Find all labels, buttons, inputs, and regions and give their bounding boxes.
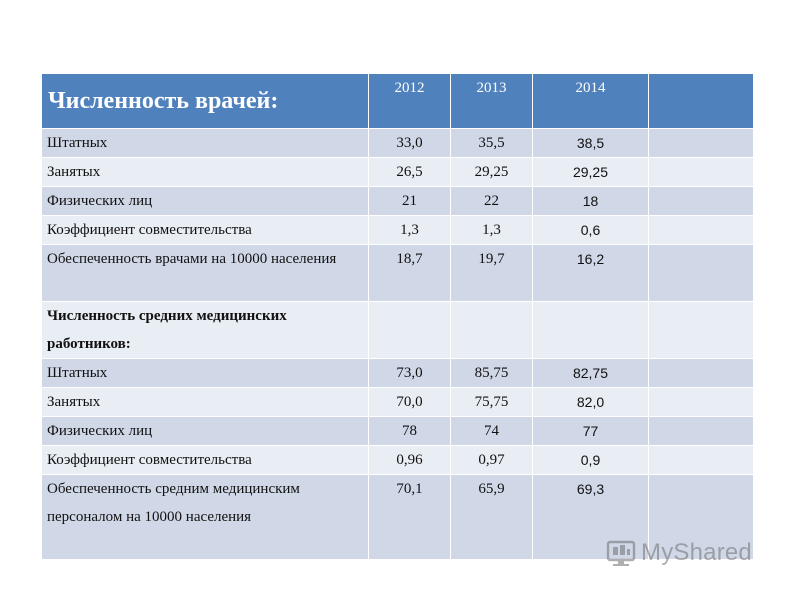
value-2013: 1,3 [450,215,533,245]
myshared-watermark: MyShared [606,536,752,570]
row-label: Обеспеченность врачами на 10000 населени… [41,244,369,302]
year-header-2012: 2012 [368,73,451,129]
value-2014: 29,25 [532,157,649,187]
value-2013 [450,301,533,359]
table-row: Штатных 73,0 85,75 82,75 [41,358,754,388]
empty-cell [648,416,754,446]
value-2012 [368,301,451,359]
value-2014: 18 [532,186,649,216]
empty-cell [648,358,754,388]
value-2014: 77 [532,416,649,446]
empty-header-cell [648,73,754,129]
statistics-table: Численность врачей: 2012 2013 2014 Штатн… [41,73,754,560]
value-2014: 82,75 [532,358,649,388]
row-label: Занятых [41,387,369,417]
table-header-row: Численность врачей: 2012 2013 2014 [41,73,754,129]
value-2014: 82,0 [532,387,649,417]
value-2014: 0,9 [532,445,649,475]
table-row: Физических лиц 21 22 18 [41,186,754,216]
value-2012: 33,0 [368,128,451,158]
value-2014 [532,301,649,359]
year-header-2013: 2013 [450,73,533,129]
value-2013: 35,5 [450,128,533,158]
value-2012: 18,7 [368,244,451,302]
table-row: Штатных 33,0 35,5 38,5 [41,128,754,158]
value-2013: 29,25 [450,157,533,187]
value-2013: 74 [450,416,533,446]
empty-cell [648,474,754,560]
value-2013: 85,75 [450,358,533,388]
section-header-row: Численность средних медицинских работник… [41,301,754,359]
value-2012: 73,0 [368,358,451,388]
row-label: Занятых [41,157,369,187]
value-2013: 0,97 [450,445,533,475]
row-label: Физических лиц [41,186,369,216]
myshared-logo-icon [606,540,636,566]
empty-cell [648,301,754,359]
value-2013: 22 [450,186,533,216]
value-2012: 26,5 [368,157,451,187]
empty-cell [648,215,754,245]
empty-cell [648,128,754,158]
row-label: Штатных [41,128,369,158]
empty-cell [648,157,754,187]
value-2012: 1,3 [368,215,451,245]
value-2012: 78 [368,416,451,446]
table-row: Коэффициент совместительства 0,96 0,97 0… [41,445,754,475]
row-label: Коэффициент совместительства [41,215,369,245]
empty-cell [648,445,754,475]
table-row: Обеспеченность врачами на 10000 населени… [41,244,754,302]
row-label: Физических лиц [41,416,369,446]
table-row: Обеспеченность средним медицинским персо… [41,474,754,560]
value-2012: 21 [368,186,451,216]
table-row: Физических лиц 78 74 77 [41,416,754,446]
table-row: Занятых 26,5 29,25 29,25 [41,157,754,187]
value-2014: 69,3 [532,474,649,560]
table-title: Численность врачей: [41,73,369,129]
watermark-text: MyShared [641,539,752,566]
year-header-2014: 2014 [532,73,649,129]
value-2014: 0,6 [532,215,649,245]
value-2014: 16,2 [532,244,649,302]
value-2014: 38,5 [532,128,649,158]
row-label: Коэффициент совместительства [41,445,369,475]
section-label: Численность средних медицинских работник… [41,301,369,359]
empty-cell [648,244,754,302]
value-2013: 19,7 [450,244,533,302]
value-2013: 65,9 [450,474,533,560]
empty-cell [648,387,754,417]
value-2013: 75,75 [450,387,533,417]
empty-cell [648,186,754,216]
table-row: Коэффициент совместительства 1,3 1,3 0,6 [41,215,754,245]
row-label: Обеспеченность средним медицинским персо… [41,474,369,560]
table-row: Занятых 70,0 75,75 82,0 [41,387,754,417]
value-2012: 70,0 [368,387,451,417]
value-2012: 70,1 [368,474,451,560]
row-label: Штатных [41,358,369,388]
value-2012: 0,96 [368,445,451,475]
